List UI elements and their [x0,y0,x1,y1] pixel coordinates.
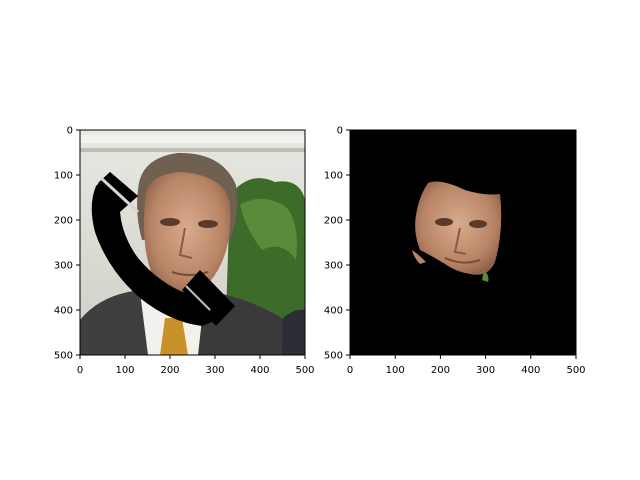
phone-highlight-lower [185,285,211,311]
right-x-tick-label: 400 [521,365,540,376]
right-y-tick-label: 100 [324,171,343,182]
right-y-tick-label: 400 [324,306,343,317]
left-x-tick-label: 0 [77,365,83,376]
left-y-tick-label: 400 [54,306,73,317]
left-axes-frame [79,129,306,356]
right-x-tick-label: 300 [476,365,495,376]
phone-earpiece [98,172,138,204]
right-y-tick-label: 200 [324,216,343,227]
segmented-left-eye [435,218,453,226]
right-image [350,130,576,355]
right-y-tick-label: 0 [337,126,343,137]
segmented-face [415,181,502,275]
phone-mouthpiece [182,270,235,326]
left-eye [160,218,180,226]
right-axes-frame [349,129,577,356]
left-x-tick-label: 100 [115,365,134,376]
left-x-tick-label: 400 [250,365,269,376]
right-x-tick-label: 0 [347,365,353,376]
background-person [282,309,305,355]
nose [178,227,193,259]
right-x-tick-label: 100 [386,365,405,376]
left-y-tick-label: 300 [54,261,73,272]
left-x-tick-label: 300 [205,365,224,376]
left-x-tick-label: 500 [295,365,314,376]
left-y-tick-label: 500 [54,351,73,362]
segmented-mouth [444,257,481,264]
face [144,172,231,298]
left-image [80,130,305,355]
left-y-tick-label: 200 [54,216,73,227]
right-y-tick-label: 300 [324,261,343,272]
foliage-highlight [240,198,297,260]
right-y-tick-label: 500 [324,351,343,362]
segmented-right-eye [469,220,487,228]
left-x-tick-label: 200 [160,365,179,376]
phone-mask [91,172,235,326]
axis-ticks: 0 100 200 300 400 500 0 100 200 300 400 500 0 100 200 3… [54,126,586,377]
phone-highlight [99,176,140,214]
left-y-tick-label: 0 [67,126,73,137]
tie [160,318,188,355]
right-x-tick-label: 200 [431,365,450,376]
segmented-chin-fragment [412,250,426,264]
left-y-tick-label: 100 [54,171,73,182]
building-cornice [80,135,305,143]
segmented-nose [453,227,467,255]
segmented-foliage-fragment [482,270,489,282]
suit-left [80,290,150,355]
right-x-tick-label: 500 [566,365,585,376]
building-ledge [80,148,305,152]
mouth [171,271,209,276]
right-eye [198,220,218,228]
